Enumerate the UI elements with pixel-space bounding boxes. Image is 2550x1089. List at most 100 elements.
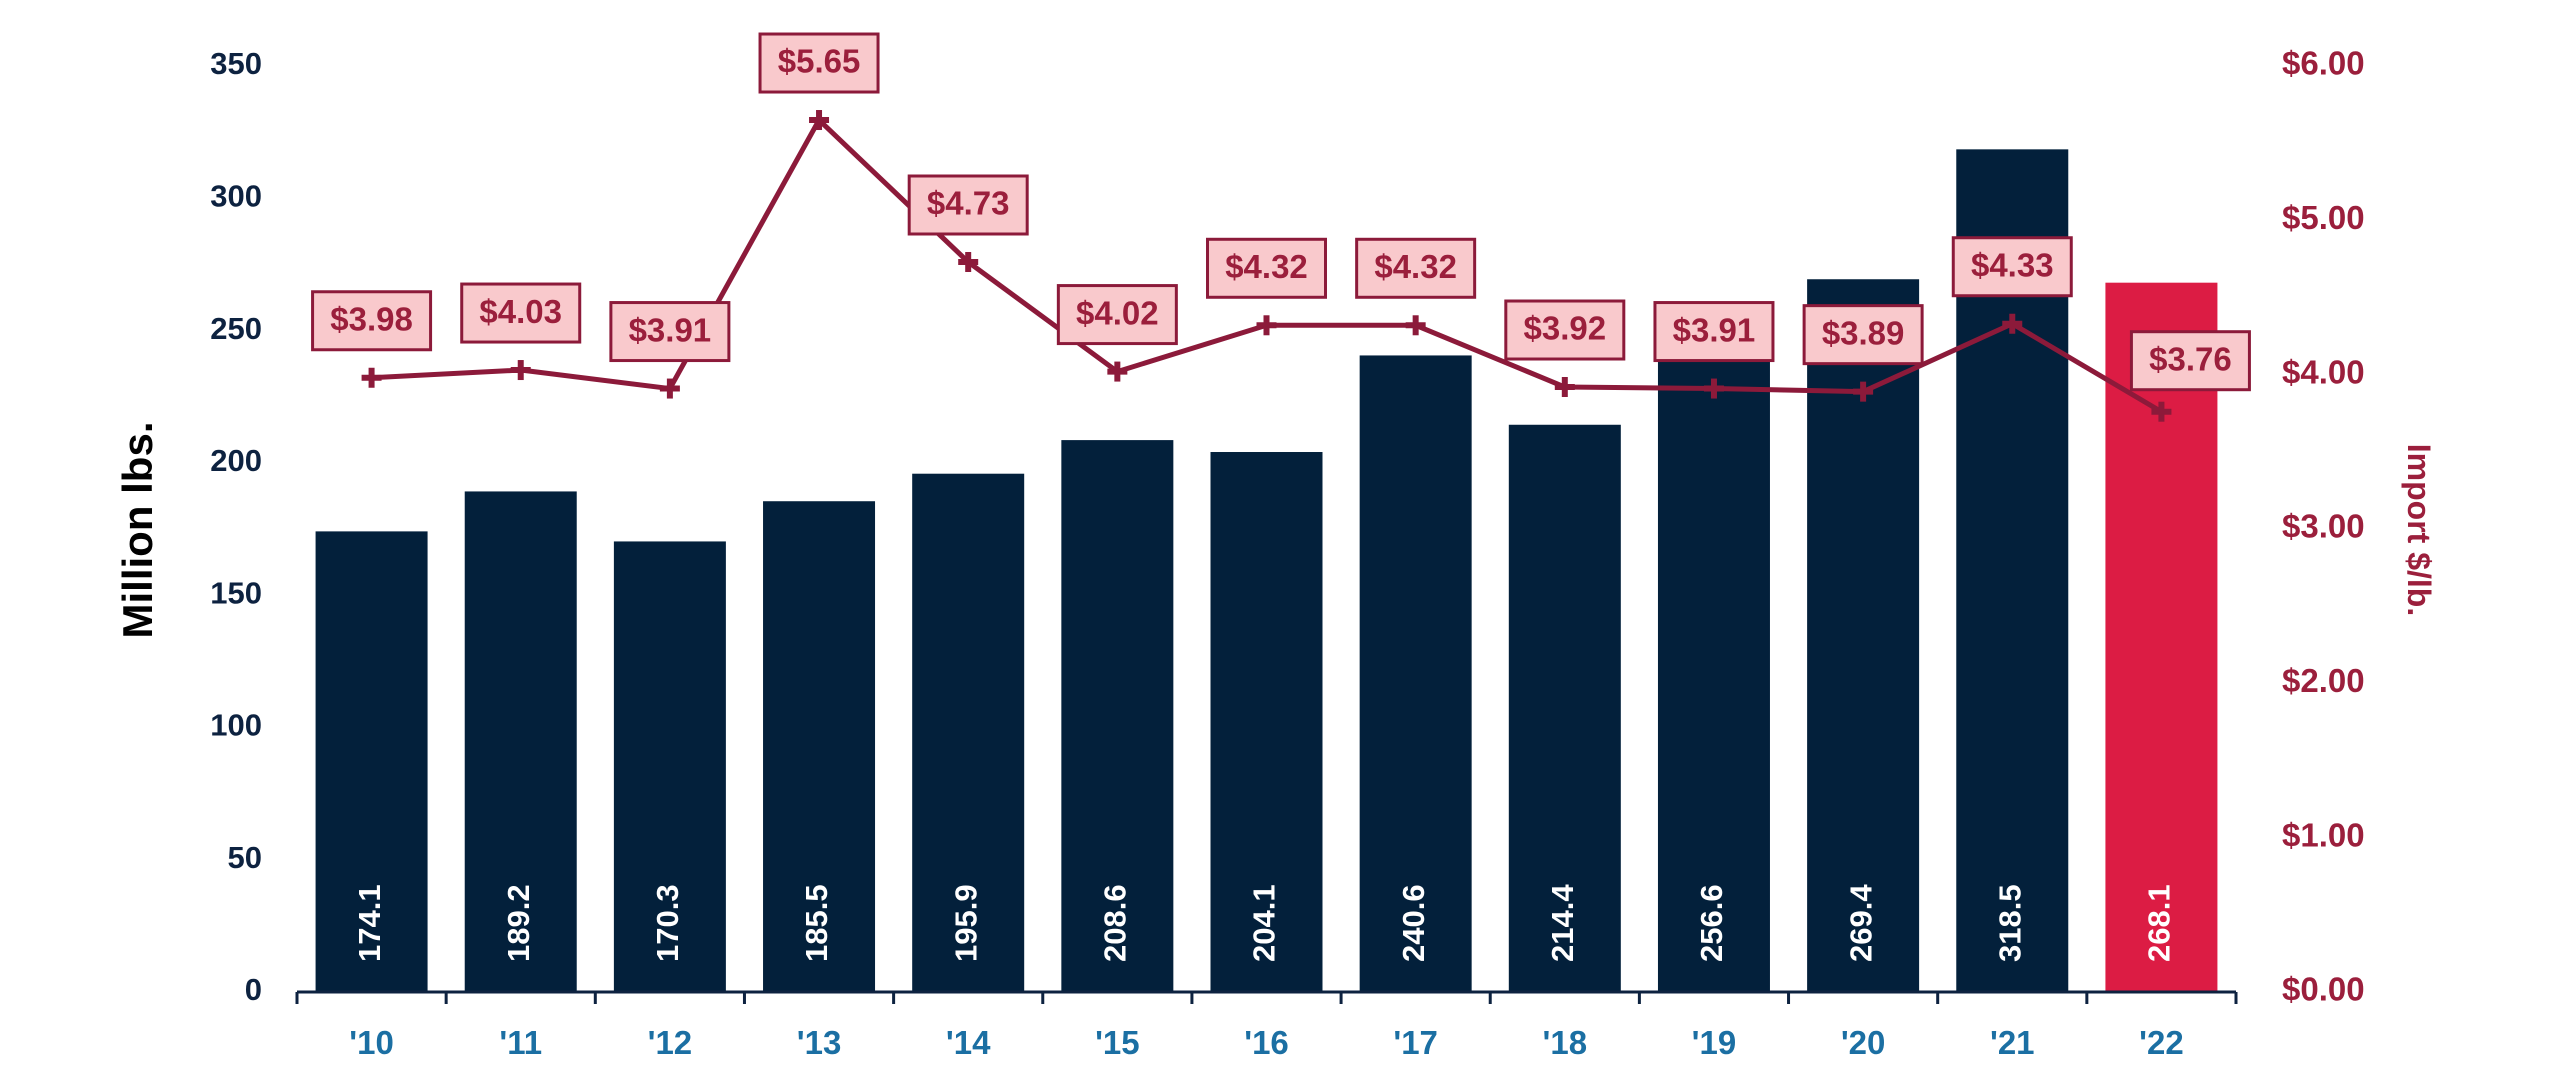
price-label: $4.33 <box>1951 236 2073 298</box>
price-label-text: $4.73 <box>927 185 1010 222</box>
x-tick-label: '21 <box>1990 1024 2035 1061</box>
price-label: $3.91 <box>1653 301 1775 363</box>
price-label: $3.98 <box>311 290 433 352</box>
price-label-box <box>1802 304 1924 366</box>
price-label-text: $3.89 <box>1822 314 1905 351</box>
price-marker <box>1554 377 1575 398</box>
y2-tick-label: $1.00 <box>2282 816 2365 853</box>
y2-tick-label: $5.00 <box>2282 199 2365 236</box>
bar-9 <box>1657 313 1770 992</box>
price-label-box <box>460 282 582 344</box>
x-tick-label: '13 <box>797 1024 842 1061</box>
price-marker <box>809 110 830 131</box>
x-tick-label: '15 <box>1095 1024 1140 1061</box>
price-label-text: $3.76 <box>2149 340 2232 377</box>
bar-value-label: 269.4 <box>1843 884 1878 962</box>
price-label: $4.32 <box>1355 237 1477 299</box>
bar-3 <box>763 501 876 992</box>
x-tick-label: '16 <box>1244 1024 1289 1061</box>
price-label-text: $4.32 <box>1225 248 1308 285</box>
price-marker <box>2002 313 2023 334</box>
y-tick-label: 100 <box>210 708 262 743</box>
bar-value-label: 204.1 <box>1247 884 1282 962</box>
price-label-text: $5.65 <box>778 43 861 80</box>
y-tick-label: 250 <box>210 311 262 346</box>
price-marker <box>1107 361 1128 382</box>
y-tick-label: 350 <box>210 46 262 81</box>
price-label-text: $4.33 <box>1971 246 2054 283</box>
bar-value-label: 170.3 <box>650 884 685 962</box>
bars-group: 174.1 189.2 170.3 185.5 195.9 208.6 204.1 240.6… <box>315 149 2218 993</box>
price-marker <box>659 378 680 399</box>
price-marker <box>1405 315 1426 336</box>
price-label-box <box>1653 301 1775 363</box>
price-marker <box>2151 401 2172 422</box>
y2-tick-label: $3.00 <box>2282 508 2365 545</box>
bar-value-label: 185.5 <box>799 884 834 962</box>
bar-value-label: 268.1 <box>2142 884 2177 962</box>
axes-group: '10 '11 '12 '13 '14 '15 '16 '17 '18 '19 '20 '21 '22 0… <box>210 45 2364 1061</box>
y2-axis-title: Import $/lb. <box>2401 444 2437 616</box>
y-tick-label: 200 <box>210 443 262 478</box>
price-label: $3.76 <box>2129 330 2251 392</box>
price-line-group: $3.98 $4.03 $3.91 $5.65 $4.73 $4.02 $4.32 $4.32… <box>311 32 2251 422</box>
price-label-box <box>2129 330 2251 392</box>
price-label-text: $3.91 <box>629 311 712 348</box>
x-tick-label: '22 <box>2139 1024 2184 1061</box>
price-label: $3.92 <box>1504 299 1626 361</box>
price-label: $4.32 <box>1206 237 1327 299</box>
bar-value-label: 240.6 <box>1396 884 1431 962</box>
bar-6 <box>1210 452 1323 992</box>
bar-4 <box>912 473 1025 992</box>
price-label: $3.89 <box>1802 304 1924 366</box>
price-marker <box>1853 381 1874 402</box>
y-tick-label: 50 <box>228 840 262 875</box>
y2-tick-label: $6.00 <box>2282 45 2365 82</box>
price-label-box <box>1056 284 1178 346</box>
y2-tick-label: $2.00 <box>2282 662 2365 699</box>
price-label-box <box>1951 236 2073 298</box>
bar-8 <box>1508 424 1621 992</box>
x-tick-label: '11 <box>499 1024 542 1061</box>
price-label-box <box>907 174 1029 236</box>
bar-value-label: 189.2 <box>501 884 536 962</box>
price-label-text: $4.02 <box>1076 294 1159 331</box>
price-label: $4.03 <box>460 282 582 344</box>
price-label-text: $3.92 <box>1524 310 1607 347</box>
bar-12 <box>2105 282 2218 993</box>
x-tick-label: '14 <box>946 1024 991 1061</box>
price-label-text: $4.32 <box>1374 248 1457 285</box>
price-marker <box>510 360 531 381</box>
price-label: $3.91 <box>609 301 731 363</box>
y2-tick-label: $0.00 <box>2282 971 2365 1008</box>
x-tick-label: '20 <box>1841 1024 1886 1061</box>
price-label-box <box>1206 237 1327 299</box>
bar-5 <box>1061 440 1174 992</box>
price-label: $4.02 <box>1056 284 1178 346</box>
y2-tick-label: $4.00 <box>2282 353 2365 390</box>
price-marker <box>1703 378 1724 399</box>
price-marker <box>958 252 979 273</box>
x-tick-label: '10 <box>349 1024 394 1061</box>
price-label-box <box>1504 299 1626 361</box>
price-label-text: $3.91 <box>1673 311 1756 348</box>
price-label-box <box>311 290 433 352</box>
x-tick-label: '12 <box>648 1024 693 1061</box>
x-tick-label: '18 <box>1543 1024 1588 1061</box>
price-marker <box>1256 315 1277 336</box>
x-tick-label: '17 <box>1393 1024 1438 1061</box>
bar-value-label: 256.6 <box>1694 884 1729 962</box>
price-marker <box>361 367 382 388</box>
y-tick-label: 300 <box>210 178 262 213</box>
x-tick-label: '19 <box>1692 1024 1737 1061</box>
price-label-box <box>758 32 880 94</box>
price-label: $5.65 <box>758 32 880 94</box>
bar-value-label: 208.6 <box>1098 884 1133 962</box>
y-axis-title: Million lbs. <box>114 422 161 639</box>
bar-value-label: 318.5 <box>1992 884 2027 962</box>
price-label: $4.73 <box>907 174 1029 236</box>
bar-2 <box>613 541 726 992</box>
bar-7 <box>1359 355 1472 992</box>
bar-value-label: 195.9 <box>948 884 983 962</box>
